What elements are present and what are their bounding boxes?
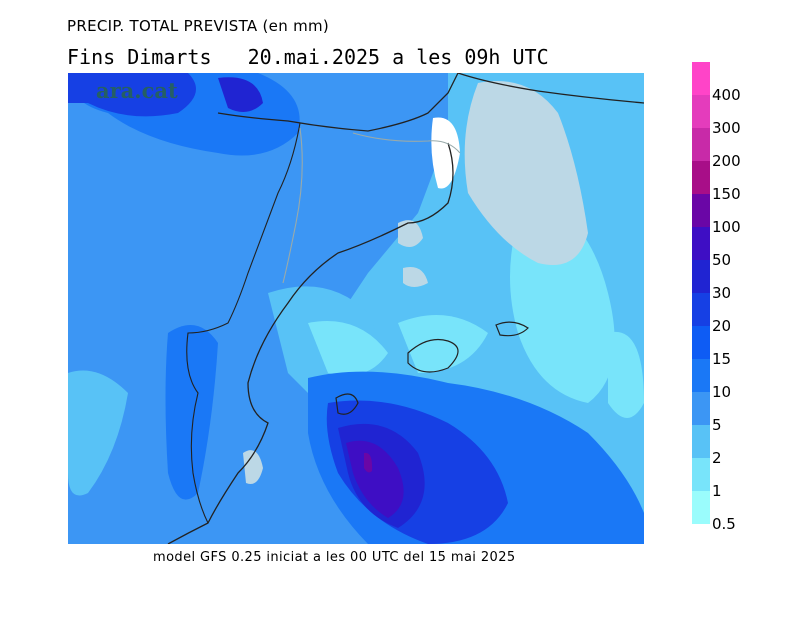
legend-swatch [692,293,710,326]
legend-label: 0.5 [712,515,736,533]
dry-patch-1 [398,220,423,247]
legend-label: 30 [712,284,732,302]
precip-zone-south-max [346,440,404,518]
precip-zone-southwest-light [68,370,128,496]
border-region [282,127,303,284]
precip-zone-northwest-heavy [68,73,196,117]
legend-label: 100 [712,218,741,236]
legend-swatch [692,95,710,128]
map-title: PRECIP. TOTAL PREVISTA (en mm) [67,17,330,35]
legend-swatch [692,359,710,392]
legend-label: 150 [712,185,741,203]
precip-legend: 400 300 200 150 100 50 30 20 15 10 5 2 1 0.5 [692,62,741,532]
legend-swatch [692,62,710,95]
legend-swatch [692,128,710,161]
watermark-logo: ara.cat [96,78,178,103]
legend-label: 10 [712,383,732,401]
coastline-spain [167,142,454,544]
dry-patch-2 [403,267,428,287]
legend-label: 2 [712,449,722,467]
coastline-france [217,73,459,132]
legend-swatch [692,425,710,458]
legend-label: 15 [712,350,732,368]
precip-zone-interior [165,325,218,500]
legend-swatch [692,326,710,359]
precip-zone-east-edge [608,331,644,418]
legend-swatch [692,392,710,425]
island-mallorca [407,338,459,373]
legend-swatch [692,194,710,227]
legend-swatch [692,260,710,293]
legend-label: 200 [712,152,741,170]
legend-label: 400 [712,86,741,104]
legend-swatch [692,161,710,194]
legend-swatch [692,458,710,491]
island-ibiza [335,393,359,415]
legend-swatch [692,227,710,260]
legend-swatch [692,491,710,524]
precipitation-map [68,73,644,544]
legend-label: 300 [712,119,741,137]
dry-patch-3 [243,450,263,484]
precip-cell-north [218,77,263,112]
map-subtitle: Fins Dimarts 20.mai.2025 a les 09h UTC [67,45,549,69]
model-info-caption: model GFS 0.25 iniciat a les 00 UTC del … [153,550,516,565]
island-menorca [495,321,529,337]
legend-label: 50 [712,251,732,269]
border-inland [186,122,301,524]
precip-zone-coast-light [308,321,388,376]
dry-zone-corsica-sea [464,81,588,265]
border-france-spain [352,132,461,154]
legend-label: 20 [712,317,732,335]
legend-label: 1 [712,482,722,500]
precip-zone-balearic [398,315,488,373]
precip-peak [364,452,373,473]
legend-label: 5 [712,416,722,434]
coastline-italy [457,73,644,104]
